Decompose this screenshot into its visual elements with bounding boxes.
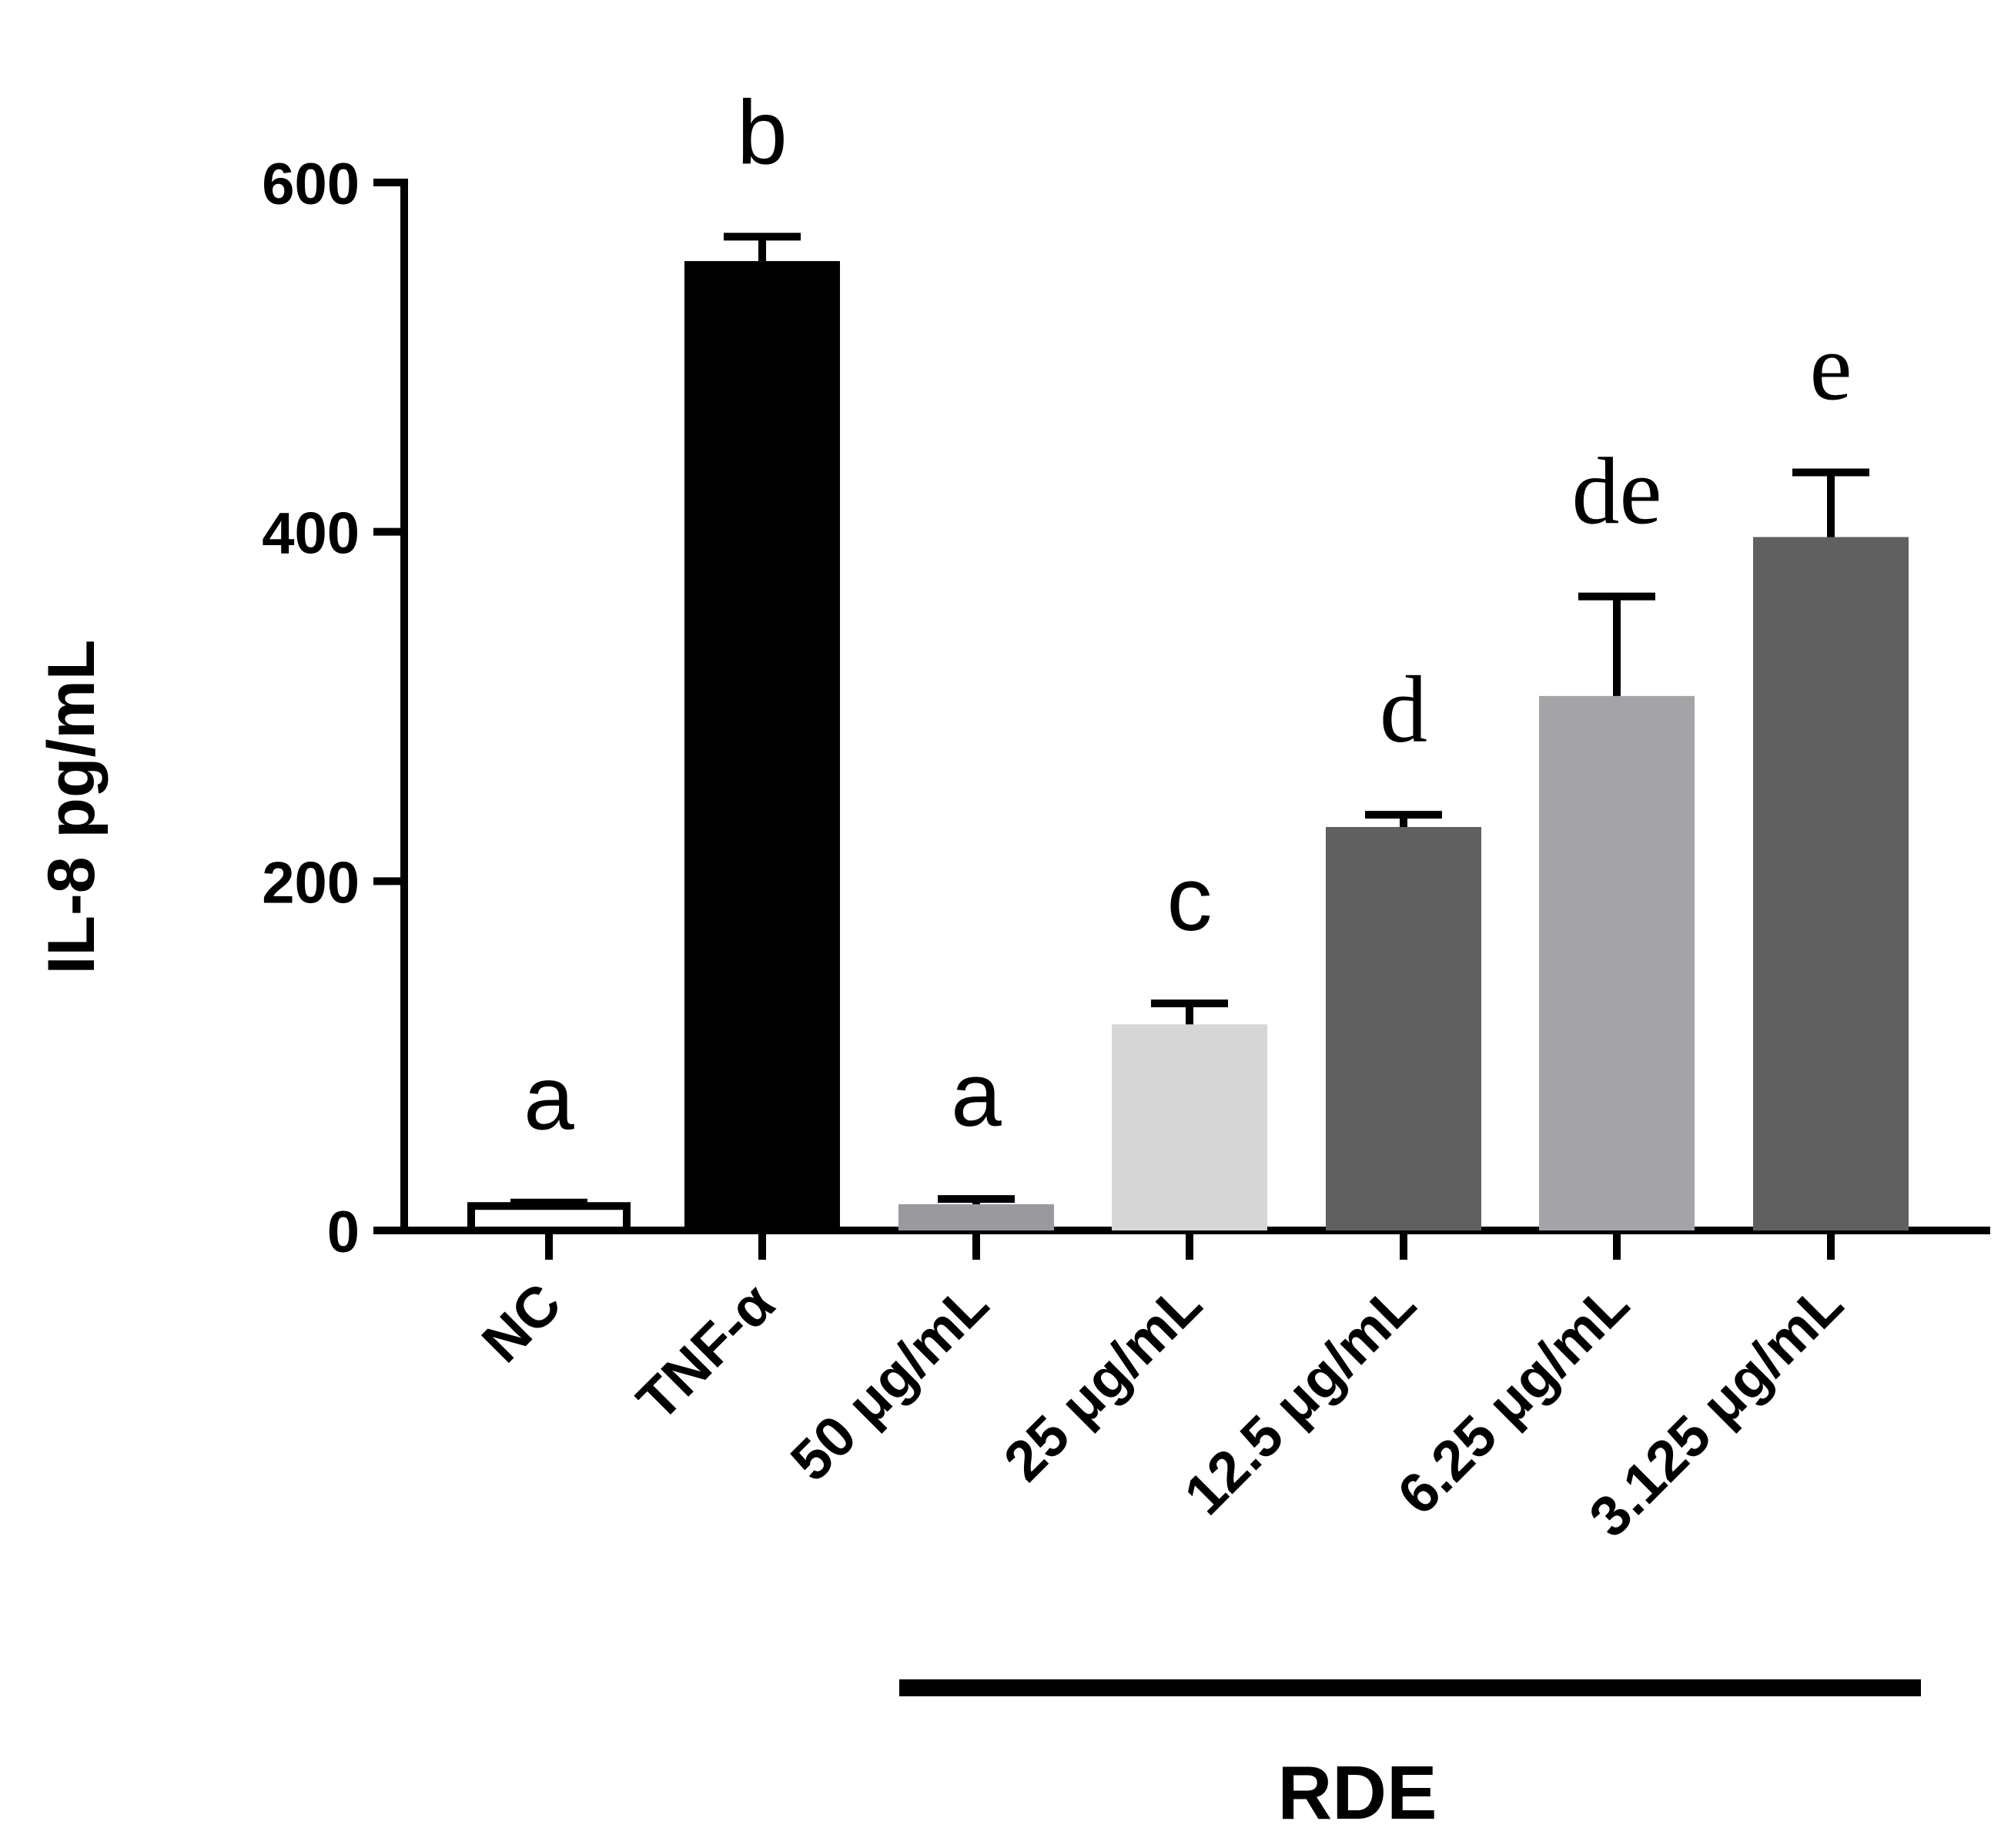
significance-letter-7: e xyxy=(1809,315,1852,420)
x-tick-label: TNF-α xyxy=(624,1271,786,1433)
significance-letter-1: a xyxy=(524,1048,574,1150)
bars xyxy=(467,261,1909,1234)
y-tick-label: 0 xyxy=(327,1200,360,1265)
y-tick-label: 200 xyxy=(262,850,360,916)
bar-1 xyxy=(467,1202,631,1234)
error-bars xyxy=(510,233,1869,1207)
bar-7 xyxy=(1753,537,1909,1230)
group-label: RDE xyxy=(1278,1750,1437,1835)
bar-2 xyxy=(684,261,840,1231)
x-tick-label: 12.5 μg/mL xyxy=(1172,1271,1427,1527)
x-tick-label: 25 μg/mL xyxy=(992,1271,1213,1493)
x-tick-label: NC xyxy=(470,1271,573,1374)
x-tick-label: 50 μg/mL xyxy=(778,1271,1000,1493)
significance-letters: a b a c d de e xyxy=(524,82,1852,1149)
significance-letter-2: b xyxy=(737,82,788,183)
y-tick-labels: 0 200 400 600 xyxy=(262,152,360,1265)
significance-letter-6: de xyxy=(1571,439,1661,544)
significance-letter-3: a xyxy=(951,1044,1002,1146)
significance-letter-5: d xyxy=(1380,657,1427,762)
bar-3 xyxy=(898,1204,1054,1230)
y-tick-label: 600 xyxy=(262,152,360,217)
bar-4 xyxy=(1112,1024,1267,1230)
bar-5 xyxy=(1326,827,1481,1230)
y-tick-label: 400 xyxy=(262,501,360,567)
significance-letter-4: c xyxy=(1167,849,1213,950)
bar-6 xyxy=(1539,695,1695,1230)
y-axis-title: IL-8 pg/mL xyxy=(35,640,109,975)
